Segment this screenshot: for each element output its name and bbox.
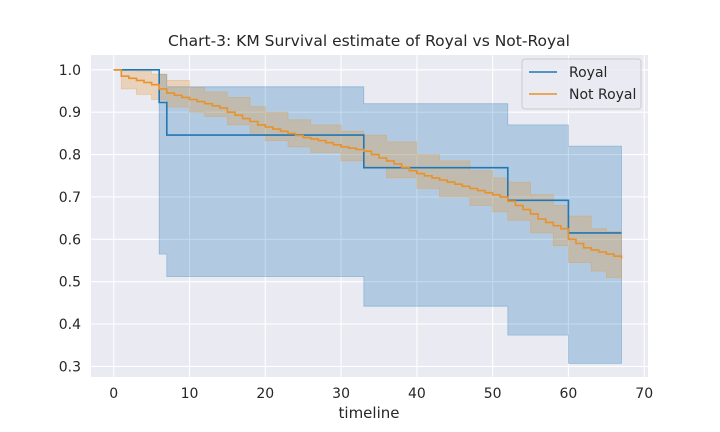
y-tick-label: 0.7 — [59, 190, 81, 206]
y-tick-label: 0.5 — [59, 275, 81, 291]
not-royal-survival-line — [113, 69, 623, 259]
y-tick-label: 0.6 — [59, 232, 81, 248]
y-tick-labels: 0.3 0.4 0.5 0.6 0.7 0.8 0.9 1.0 — [59, 63, 81, 376]
x-tick-label: 10 — [181, 386, 199, 402]
survival-lines — [113, 69, 623, 259]
y-tick-label: 0.8 — [59, 148, 81, 164]
y-tick-label: 0.9 — [59, 105, 81, 121]
chart-title: Chart-3: KM Survival estimate of Royal v… — [168, 32, 570, 50]
legend: Royal Not Royal — [521, 58, 642, 110]
x-tick-label: 0 — [109, 386, 118, 402]
x-tick-label: 20 — [256, 386, 274, 402]
legend-label-not-royal: Not Royal — [569, 87, 636, 103]
x-tick-label: 70 — [635, 386, 653, 402]
x-tick-label: 50 — [484, 386, 502, 402]
legend-label-royal: Royal — [569, 65, 607, 81]
x-tick-label: 40 — [408, 386, 426, 402]
y-tick-label: 0.4 — [59, 317, 81, 333]
x-tick-label: 60 — [560, 386, 578, 402]
royal-confidence-band — [113, 69, 622, 364]
y-tick-label: 0.3 — [59, 359, 81, 375]
x-axis-label: timeline — [339, 404, 400, 422]
y-tick-label: 1.0 — [59, 63, 81, 79]
x-tick-label: 30 — [332, 386, 350, 402]
x-tick-labels: 0 10 20 30 40 50 60 70 — [109, 386, 653, 402]
